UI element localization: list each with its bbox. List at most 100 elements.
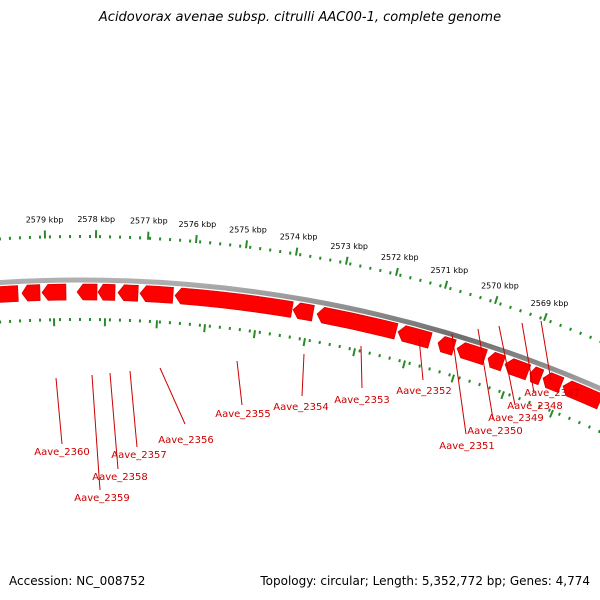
gene-track <box>0 283 600 410</box>
major-tick <box>549 409 554 418</box>
scale-label: 2574 kbp <box>280 233 318 242</box>
minor-tick <box>408 361 411 366</box>
gene-arrow <box>0 285 19 303</box>
minor-tick <box>309 254 312 259</box>
scale-label: 2572 kbp <box>381 253 419 262</box>
leader-line <box>159 367 186 425</box>
minor-tick <box>479 295 482 300</box>
major-tick <box>203 324 206 333</box>
scale-label: 2569 kbp <box>531 299 569 308</box>
minor-tick <box>579 331 583 335</box>
minor-tick <box>389 271 392 275</box>
major-tick <box>494 295 499 305</box>
gene-arrow <box>487 351 506 372</box>
scale-label: 2576 kbp <box>179 220 217 229</box>
gene-label: Aave_2354 <box>273 402 329 413</box>
minor-tick <box>449 286 452 291</box>
map-title: Acidovorax avenae subsp. citrulli AAC00-… <box>98 10 502 25</box>
minor-tick <box>418 364 421 368</box>
major-tick <box>444 280 449 289</box>
leader-line <box>498 325 516 406</box>
minor-tick <box>469 292 472 297</box>
gene-arrow <box>542 372 565 393</box>
scale-label: 2571 kbp <box>431 266 469 275</box>
minor-tick <box>587 425 591 429</box>
leader-line <box>521 322 535 394</box>
minor-tick <box>539 316 542 320</box>
minor-tick <box>559 323 563 328</box>
major-tick <box>245 240 248 249</box>
scale-label: 2577 kbp <box>130 217 168 226</box>
gene-label: Aave_2353 <box>334 395 390 406</box>
minor-tick <box>379 268 382 273</box>
gene-arrow <box>97 283 116 301</box>
minor-tick <box>329 258 332 262</box>
gene-arrow <box>41 283 67 301</box>
scale-label: 2578 kbp <box>77 215 115 224</box>
minor-tick <box>509 305 512 310</box>
leader-line <box>360 345 363 389</box>
leader-line <box>129 370 138 448</box>
gene-label: Aave_2347 <box>524 388 580 399</box>
minor-tick <box>439 284 442 288</box>
minor-tick <box>338 344 341 349</box>
minor-tick <box>308 338 311 343</box>
minor-tick <box>349 262 352 266</box>
gene-arrow <box>292 302 315 322</box>
minor-tick <box>498 389 501 394</box>
minor-tick <box>577 420 581 425</box>
leader-line <box>91 374 101 491</box>
leader-line <box>418 337 424 381</box>
major-tick <box>345 256 349 265</box>
minor-tick <box>428 367 431 371</box>
minor-tick <box>429 281 432 285</box>
minor-tick <box>359 264 362 268</box>
leader-line <box>55 377 63 445</box>
minor-tick <box>488 386 491 390</box>
minor-tick <box>529 312 532 317</box>
major-tick <box>252 330 256 339</box>
minor-tick <box>388 356 391 360</box>
gene-label: Aave_2359 <box>74 493 130 504</box>
gene-labels: Aave_2360 Aave_2359 Aave_2358 Aave_2357 Aave… <box>34 386 580 504</box>
minor-tick <box>569 327 573 332</box>
gene-arrow <box>504 358 532 381</box>
minor-tick <box>468 379 471 383</box>
gene-label: Aave_2350 <box>467 426 523 437</box>
minor-tick <box>348 347 351 351</box>
major-tick <box>543 312 548 322</box>
minor-tick <box>328 342 331 347</box>
major-tick <box>295 247 299 256</box>
gene-label: Aave_2358 <box>92 472 148 483</box>
scale-label: 2573 kbp <box>330 242 368 251</box>
genome-summary: Topology: circular; Length: 5,352,772 bp… <box>260 574 590 588</box>
gene-arrow <box>174 287 294 318</box>
minor-tick <box>318 340 321 345</box>
accession-label: Accession: NC_008752 <box>9 574 146 588</box>
gene-label: Aave_2357 <box>111 450 167 461</box>
minor-tick <box>459 289 462 294</box>
gene-arrow <box>529 366 545 386</box>
scale-labels: 2579 kbp 2578 kbp 2577 kbp 2576 kbp 2575 kbp… <box>26 215 569 308</box>
minor-tick <box>519 309 522 313</box>
minor-tick <box>399 273 402 277</box>
minor-tick <box>567 416 571 421</box>
minor-tick <box>589 335 593 340</box>
gene-label: Aave_2356 <box>158 435 214 446</box>
minor-tick <box>518 396 521 401</box>
inner-scale-ticks <box>0 318 600 434</box>
gene-arrow <box>117 284 139 302</box>
major-tick <box>352 348 356 357</box>
major-tick <box>500 391 505 400</box>
gene-label: Aave_2349 <box>488 413 544 424</box>
minor-tick <box>508 393 511 397</box>
minor-tick <box>547 408 551 412</box>
minor-tick <box>378 353 381 358</box>
gene-arrow <box>397 325 433 349</box>
scale-label: 2575 kbp <box>229 225 267 234</box>
gene-label: Aave_2351 <box>439 441 495 452</box>
minor-tick <box>478 382 481 387</box>
gene-arrow <box>76 283 98 301</box>
leader-line <box>451 333 467 435</box>
